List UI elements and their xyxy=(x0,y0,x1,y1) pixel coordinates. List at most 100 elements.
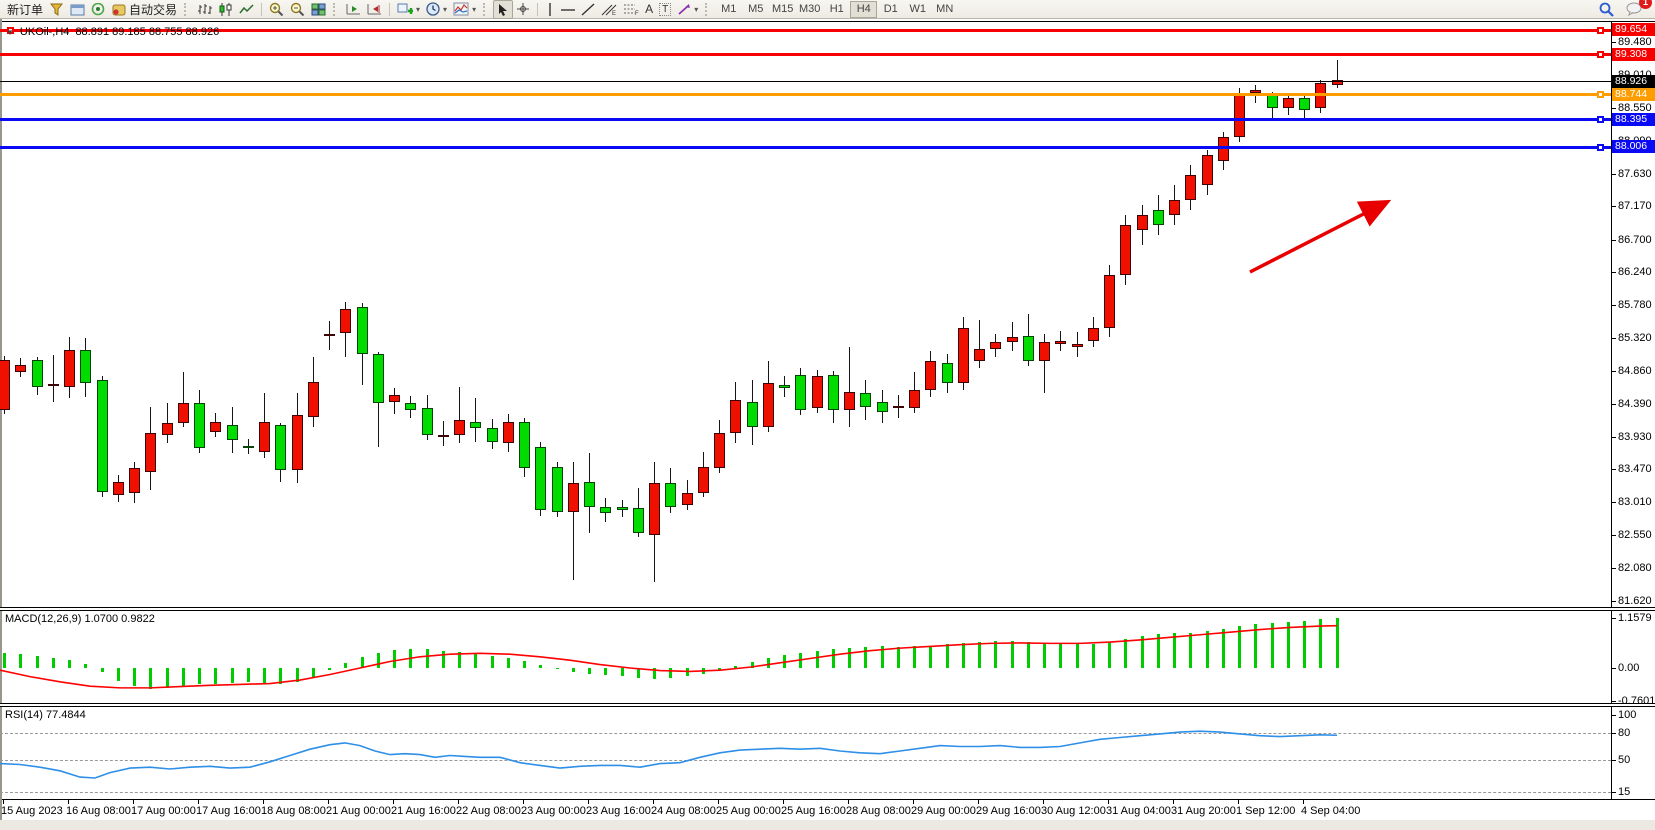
candle xyxy=(0,359,10,410)
candlestick-icon xyxy=(219,2,232,16)
price-hline-88.006[interactable] xyxy=(0,145,1611,149)
chart-candles-button[interactable] xyxy=(215,1,236,18)
arrows-tool[interactable]: ▾ xyxy=(674,1,701,18)
search-button[interactable] xyxy=(1596,1,1617,18)
timeframe-button-m15[interactable]: M15 xyxy=(772,2,794,15)
one-click-trading-toggle[interactable]: ▼ xyxy=(6,27,14,37)
market-depth-icon[interactable] xyxy=(67,1,88,18)
auto-trading-button[interactable]: 自动交易 xyxy=(109,1,180,18)
timeframe-button-w1[interactable]: W1 xyxy=(909,2,926,15)
chart-line-button[interactable] xyxy=(236,1,257,18)
new-chart-button[interactable]: ▾ xyxy=(394,1,423,18)
metaeditor-icon[interactable] xyxy=(46,1,67,18)
candle xyxy=(762,382,774,427)
zoom-in-button[interactable] xyxy=(266,1,287,18)
hline-handle[interactable] xyxy=(1597,116,1604,124)
price-tick-label: 83.470 xyxy=(1618,463,1652,476)
hline-handle[interactable] xyxy=(1597,26,1604,34)
candle xyxy=(1152,209,1164,225)
pane-separator[interactable] xyxy=(0,607,1655,611)
hline-handle[interactable] xyxy=(1597,51,1604,59)
timeframe-button-h4[interactable]: H4 xyxy=(850,0,878,18)
macd-histogram-bar xyxy=(311,668,315,678)
pane-separator[interactable] xyxy=(0,703,1655,707)
candle xyxy=(1087,327,1099,342)
price-hline-89.308[interactable] xyxy=(0,53,1611,57)
time-label: 28 Aug 08:00 xyxy=(846,805,911,817)
trendline-tool[interactable] xyxy=(578,1,598,18)
zoom-out-button[interactable] xyxy=(287,1,308,18)
macd-histogram-bar xyxy=(506,657,510,668)
auto-scroll-button[interactable] xyxy=(364,1,385,18)
chart-shift-button[interactable] xyxy=(343,1,364,18)
macd-histogram-bar xyxy=(848,647,851,668)
fibonacci-tool[interactable]: F xyxy=(620,1,642,18)
toolbar-separator xyxy=(537,2,539,16)
horizontal-line-icon xyxy=(561,8,576,11)
hline-handle[interactable] xyxy=(1597,143,1604,151)
indicators-button[interactable]: ▾ xyxy=(450,1,479,18)
candle xyxy=(779,384,790,388)
macd-histogram-bar xyxy=(474,653,478,668)
price-tick-dash xyxy=(1611,305,1616,307)
price-hline-88.926[interactable] xyxy=(0,81,1611,83)
timeframe-button-m1[interactable]: M1 xyxy=(721,2,737,15)
macd-histogram-bar xyxy=(1075,644,1079,668)
periods-button[interactable]: ▾ xyxy=(423,1,450,18)
channel-tool[interactable]: E xyxy=(598,1,620,18)
macd-histogram-bar xyxy=(653,668,656,680)
price-hline-89.654[interactable] xyxy=(0,28,1611,32)
toolbar-grip xyxy=(184,2,190,16)
candle-wick xyxy=(1044,334,1045,394)
trend-arrow-annotation[interactable] xyxy=(1230,183,1405,292)
macd-histogram-bar xyxy=(1319,619,1323,668)
hline-handle[interactable] xyxy=(7,26,14,34)
text-label-tool[interactable]: T xyxy=(656,1,674,18)
macd-histogram-bar xyxy=(1270,622,1274,668)
crosshair-button[interactable] xyxy=(513,1,533,18)
chart-bars-button[interactable] xyxy=(194,1,215,18)
candle xyxy=(957,327,969,383)
macd-histogram-bar xyxy=(1043,642,1046,668)
vertical-line-tool[interactable] xyxy=(542,1,558,18)
timeframe-button-m30[interactable]: M30 xyxy=(799,2,821,15)
timeframe-button-m5[interactable]: M5 xyxy=(748,2,764,15)
tile-windows-button[interactable] xyxy=(308,1,329,18)
price-hline-88.395[interactable] xyxy=(0,118,1611,122)
candle-wick xyxy=(1060,331,1062,351)
price-hline-88.744[interactable] xyxy=(0,93,1611,97)
time-tick xyxy=(458,800,459,804)
rsi-tick-label: 100 xyxy=(1618,709,1637,721)
fibonacci-icon: F xyxy=(624,4,639,16)
macd-histogram-bar xyxy=(19,654,23,668)
price-tick-dash xyxy=(1611,42,1616,43)
new-order-button[interactable]: 新订单 xyxy=(4,1,46,18)
candle xyxy=(437,434,449,437)
macd-histogram-bar xyxy=(425,649,429,668)
notifications-button[interactable]: 1 xyxy=(1623,0,1652,18)
hline-handle[interactable] xyxy=(1597,91,1604,99)
toolbar-grip xyxy=(705,2,711,16)
crosshair-icon xyxy=(517,3,530,15)
timeframe-button-d1[interactable]: D1 xyxy=(883,2,898,15)
macd-histogram-bar xyxy=(1238,626,1241,668)
timeframe-button-mn[interactable]: MN xyxy=(936,2,954,15)
time-label: 16 Aug 08:00 xyxy=(66,805,131,817)
macd-histogram-bar xyxy=(1173,633,1176,668)
macd-histogram-bar xyxy=(1205,631,1209,668)
text-tool[interactable]: A xyxy=(642,1,656,18)
macd-histogram-bar xyxy=(116,668,120,681)
cursor-button[interactable] xyxy=(493,0,514,19)
timeframe-group: M1 M5 M15 M30 H1 H4 D1 W1 MN xyxy=(715,0,958,18)
horizontal-line-tool[interactable] xyxy=(558,1,578,18)
signals-button[interactable] xyxy=(88,1,109,18)
timeframe-button-h1[interactable]: H1 xyxy=(829,2,844,15)
chart-window[interactable]: ▼ UKOil-,H4 88.891 89.185 88.755 88.926 … xyxy=(0,19,1655,830)
price-tick-dash xyxy=(1611,568,1616,570)
macd-histogram-bar xyxy=(1010,641,1014,668)
indicators-icon xyxy=(453,2,469,16)
macd-histogram-bar xyxy=(1140,636,1144,668)
chart-info-line: ▼ UKOil-,H4 88.891 89.185 88.755 88.926 xyxy=(6,26,219,38)
candle xyxy=(324,333,335,336)
macd-histogram-bar xyxy=(718,668,721,671)
